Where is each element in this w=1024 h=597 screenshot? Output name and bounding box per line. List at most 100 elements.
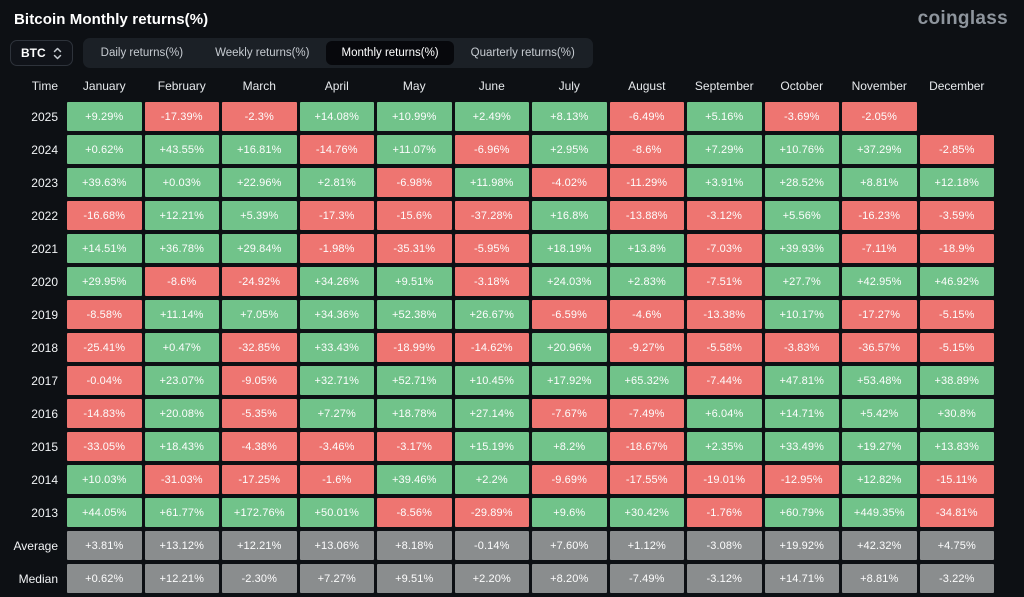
tab-quarterly-returns[interactable]: Quarterly returns(%): [470, 47, 575, 59]
return-cell: +42.95%: [842, 267, 917, 296]
return-cell: -7.44%: [687, 366, 762, 395]
return-cell: +10.99%: [377, 102, 452, 131]
return-cell: -17.55%: [609, 465, 684, 494]
return-cell: +39.93%: [764, 234, 839, 263]
return-cell: -7.51%: [687, 267, 762, 296]
month-column-header: September: [694, 79, 754, 93]
coin-selector-chevrons-icon: [53, 47, 62, 60]
return-cell: +16.81%: [222, 135, 297, 164]
tab-weekly-returns[interactable]: Weekly returns(%): [215, 47, 310, 59]
return-cell: +28.52%: [764, 168, 839, 197]
return-cell: -24.92%: [222, 267, 297, 296]
return-cell: +16.8%: [532, 201, 607, 230]
coinglass-logo[interactable]: coinglass: [917, 8, 1008, 29]
row-label-2022: 2022: [31, 208, 58, 223]
return-cell: -8.6%: [144, 267, 219, 296]
return-cell: +61.77%: [144, 498, 219, 527]
return-cell: +9.51%: [377, 267, 452, 296]
coin-selector-value: BTC: [21, 46, 46, 60]
return-cell: -3.59%: [919, 201, 994, 230]
return-cell: +36.78%: [144, 234, 219, 263]
row-label-2021: 2021: [31, 241, 58, 256]
return-cell: +60.79%: [764, 498, 839, 527]
month-column-header: April: [324, 79, 349, 93]
month-column-header: June: [478, 79, 505, 93]
coin-selector[interactable]: BTC: [10, 40, 73, 66]
return-cell: -7.03%: [687, 234, 762, 263]
return-cell: +29.84%: [222, 234, 297, 263]
return-cell: -4.6%: [609, 300, 684, 329]
row-label-2014: 2014: [31, 472, 58, 487]
return-cell: -13.38%: [687, 300, 762, 329]
return-cell: +33.49%: [764, 432, 839, 461]
return-cell: +18.78%: [377, 399, 452, 428]
return-cell: +9.6%: [532, 498, 607, 527]
return-cell: +11.98%: [454, 168, 529, 197]
month-column-header: October: [780, 79, 824, 93]
return-cell: -29.89%: [454, 498, 529, 527]
month-column-header: May: [402, 79, 426, 93]
return-cell: +34.26%: [299, 267, 374, 296]
return-cell: +20.96%: [532, 333, 607, 362]
return-cell: +2.81%: [299, 168, 374, 197]
tab-daily-returns[interactable]: Daily returns(%): [100, 47, 184, 59]
return-cell: +9.29%: [67, 102, 142, 131]
return-cell: +8.81%: [842, 168, 917, 197]
return-cell: -12.95%: [764, 465, 839, 494]
return-cell: -1.98%: [299, 234, 374, 263]
row-label-2024: 2024: [31, 142, 58, 157]
month-column-header: November: [851, 79, 907, 93]
return-cell: +22.96%: [222, 168, 297, 197]
return-cell: -16.68%: [67, 201, 142, 230]
return-cell: +13.83%: [919, 432, 994, 461]
return-cell: +24.03%: [532, 267, 607, 296]
return-cell: +30.8%: [919, 399, 994, 428]
return-cell: +3.81%: [67, 531, 142, 560]
return-cell: +33.43%: [299, 333, 374, 362]
return-cell: -35.31%: [377, 234, 452, 263]
return-cell: -1.76%: [687, 498, 762, 527]
return-cell: -6.98%: [377, 168, 452, 197]
return-cell: +8.18%: [377, 531, 452, 560]
return-cell: +14.08%: [299, 102, 374, 131]
return-cell: +12.82%: [842, 465, 917, 494]
return-cell: -3.17%: [377, 432, 452, 461]
tab-monthly-returns[interactable]: Monthly returns(%): [326, 41, 454, 65]
controls-row: BTC Daily returns(%) Weekly returns(%) M…: [0, 30, 1024, 70]
return-cell: +20.08%: [144, 399, 219, 428]
return-cell: +2.83%: [609, 267, 684, 296]
return-cell: +9.51%: [377, 564, 452, 593]
return-cell: -6.49%: [609, 102, 684, 131]
return-cell: +7.29%: [687, 135, 762, 164]
return-cell: +11.07%: [377, 135, 452, 164]
return-cell: +0.62%: [67, 564, 142, 593]
return-cell: +65.32%: [609, 366, 684, 395]
return-cell: +6.04%: [687, 399, 762, 428]
return-cell: +38.89%: [919, 366, 994, 395]
return-cell: +5.16%: [687, 102, 762, 131]
return-cell: +32.71%: [299, 366, 374, 395]
return-cell: -8.56%: [377, 498, 452, 527]
return-cell: -2.30%: [222, 564, 297, 593]
return-cell: +17.92%: [532, 366, 607, 395]
return-cell: -33.05%: [67, 432, 142, 461]
return-cell: -19.01%: [687, 465, 762, 494]
returns-tab-bar: Daily returns(%) Weekly returns(%) Month…: [82, 38, 593, 68]
return-cell: -9.69%: [532, 465, 607, 494]
return-cell: +3.91%: [687, 168, 762, 197]
return-cell: +12.21%: [144, 201, 219, 230]
time-column-header: Time: [31, 79, 58, 93]
return-cell: -5.15%: [919, 333, 994, 362]
return-cell: +13.06%: [299, 531, 374, 560]
return-cell: +15.19%: [454, 432, 529, 461]
return-cell: +8.81%: [842, 564, 917, 593]
return-cell: +26.67%: [454, 300, 529, 329]
month-column-header: December: [929, 79, 985, 93]
return-cell: -6.59%: [532, 300, 607, 329]
return-cell: -4.02%: [532, 168, 607, 197]
return-cell: +23.07%: [144, 366, 219, 395]
return-cell: -5.95%: [454, 234, 529, 263]
row-label-median: Median: [18, 571, 58, 586]
return-cell: -5.35%: [222, 399, 297, 428]
return-cell: -8.58%: [67, 300, 142, 329]
